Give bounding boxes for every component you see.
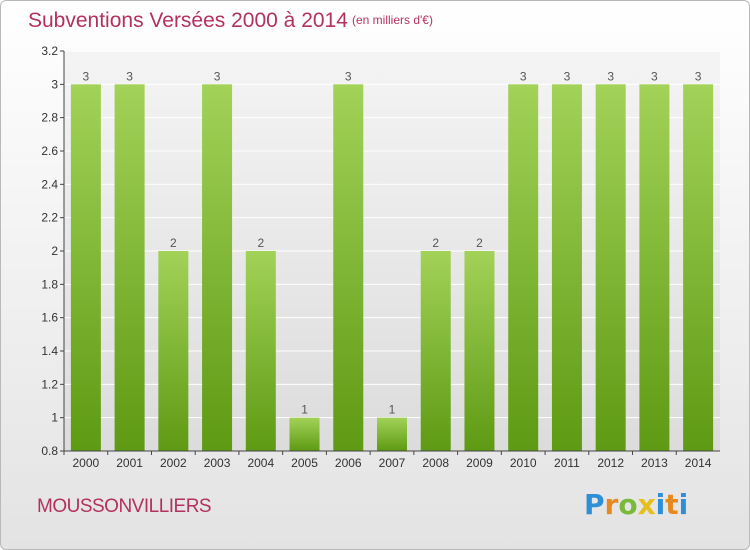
data-label: 1 <box>389 403 396 417</box>
x-tick-label: 2005 <box>291 456 318 470</box>
data-label: 3 <box>83 69 90 83</box>
bar <box>464 251 495 451</box>
y-tick-label: 0.8 <box>41 444 58 458</box>
bar <box>508 84 539 451</box>
y-tick-label: 1.8 <box>41 277 58 291</box>
x-tick-label: 2012 <box>597 456 624 470</box>
data-label: 2 <box>170 236 177 250</box>
bar <box>683 84 714 451</box>
bar <box>70 84 101 451</box>
data-label: 3 <box>126 69 133 83</box>
bar <box>551 84 582 451</box>
data-label: 3 <box>345 69 352 83</box>
y-tick-label: 2.6 <box>41 144 58 158</box>
x-tick-label: 2004 <box>247 456 274 470</box>
x-tick-label: 2009 <box>466 456 493 470</box>
town-name: MOUSSONVILLIERS <box>37 496 212 517</box>
y-tick-label: 2.2 <box>41 211 58 225</box>
data-label: 3 <box>695 69 702 83</box>
data-label: 3 <box>651 69 658 83</box>
chart-title: Subventions Versées 2000 à 2014 <box>28 9 348 32</box>
y-tick-label: 2 <box>51 244 58 258</box>
bar <box>639 84 670 451</box>
bar <box>245 251 276 451</box>
data-label: 2 <box>257 236 264 250</box>
data-label: 2 <box>432 236 439 250</box>
bar <box>202 84 233 451</box>
y-tick-label: 1.6 <box>41 311 58 325</box>
y-tick-label: 1.4 <box>41 344 58 358</box>
logo-letter: r <box>604 488 619 521</box>
y-tick-label: 2.8 <box>41 111 58 125</box>
x-tick-label: 2010 <box>510 456 537 470</box>
data-label: 3 <box>214 69 221 83</box>
x-tick-label: 2007 <box>379 456 406 470</box>
x-tick-label: 2006 <box>335 456 362 470</box>
data-labels: 3 3 2 3 2 1 3 1 2 2 3 3 3 3 3 <box>83 69 702 416</box>
logo-letter: P <box>584 488 605 521</box>
data-label: 2 <box>476 236 483 250</box>
chart-subtitle: (en milliers d'€) <box>352 13 433 27</box>
x-tick-label: 2002 <box>160 456 187 470</box>
bar <box>158 251 189 451</box>
bars <box>70 84 714 451</box>
bar <box>420 251 451 451</box>
proxiti-logo: Proxiti <box>584 488 688 521</box>
x-tick-label: 2014 <box>685 456 712 470</box>
x-axis-ticks: 2000 2001 2002 2003 2004 2005 2006 2007 2008 2009… <box>63 451 712 470</box>
y-tick-label: 2.4 <box>41 177 58 191</box>
x-tick-label: 2011 <box>554 456 580 470</box>
y-axis-ticks: 0.8 1 1.2 1.4 1.6 1.8 2 2.2 2.4 2.6 2.8 3 3.2 <box>41 44 64 458</box>
data-label: 1 <box>301 403 308 417</box>
data-label: 3 <box>520 69 527 83</box>
bar <box>377 417 407 451</box>
y-tick-label: 1 <box>51 411 58 425</box>
logo-letter: o <box>618 488 638 521</box>
x-tick-label: 2003 <box>204 456 231 470</box>
bar <box>114 84 145 451</box>
logo-letter: x <box>637 488 656 521</box>
logo-letter: i <box>678 488 689 521</box>
x-tick-label: 2013 <box>641 456 668 470</box>
y-tick-label: 1.2 <box>41 377 58 391</box>
y-tick-label: 3.2 <box>41 44 58 58</box>
bar <box>289 417 320 451</box>
bar <box>595 84 626 451</box>
logo-letter: i <box>655 488 666 521</box>
y-tick-label: 3 <box>51 77 58 91</box>
bar <box>333 84 364 451</box>
data-label: 3 <box>607 69 614 83</box>
logo-letter: t <box>665 488 679 521</box>
x-tick-label: 2000 <box>73 456 100 470</box>
x-tick-label: 2008 <box>422 456 449 470</box>
data-label: 3 <box>564 69 571 83</box>
x-tick-label: 2001 <box>116 456 143 470</box>
